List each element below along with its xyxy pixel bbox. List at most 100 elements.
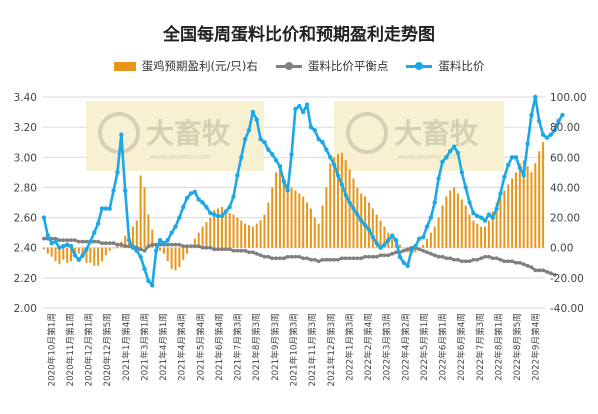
x-axis-tick: 2021年1月第4周 — [120, 313, 132, 381]
right-axis-tick: 80.00 — [550, 122, 580, 134]
ratio-point — [366, 227, 372, 232]
breakeven-point — [552, 272, 557, 277]
x-axis-tick: 2021年5月第4周 — [194, 313, 206, 381]
profit-bar — [224, 210, 227, 248]
profit-bar — [449, 190, 452, 248]
ratio-point — [289, 152, 294, 157]
breakeven-point — [421, 248, 426, 253]
profit-bar — [271, 187, 274, 248]
profit-bar — [46, 247, 49, 254]
breakeven-point — [127, 244, 131, 249]
breakeven-point — [525, 263, 530, 268]
ratio-point — [103, 206, 109, 211]
profit-bar — [476, 223, 479, 248]
legend-item-breakeven: 蛋料比价平衡点 — [275, 58, 388, 74]
ratio-point — [335, 173, 341, 178]
ratio-point — [370, 234, 376, 240]
ratio-point — [53, 239, 58, 244]
ratio-point — [490, 215, 495, 220]
breakeven-point — [378, 253, 383, 258]
breakeven-point — [405, 247, 410, 252]
ratio-point — [494, 206, 499, 211]
ratio-point — [517, 165, 523, 171]
x-axis-tick: 2022年3月第3周 — [381, 313, 393, 381]
profit-bar — [402, 247, 405, 249]
breakeven-point — [305, 256, 309, 261]
profit-bar — [325, 187, 328, 248]
breakeven-point — [274, 256, 278, 261]
breakeven-point — [301, 256, 306, 261]
breakeven-point — [401, 248, 406, 253]
ratio-point — [467, 200, 472, 205]
ratio-point — [362, 222, 368, 228]
breakeven-point — [537, 268, 542, 273]
x-axis-tick: 2021年12月第3周 — [325, 313, 337, 386]
profit-bar — [356, 187, 359, 248]
profit-bar — [89, 247, 92, 263]
breakeven-point — [173, 242, 178, 247]
ratio-point — [92, 230, 97, 235]
x-axis-tick: 2021年10月第3周 — [288, 313, 300, 386]
ratio-point — [231, 194, 236, 199]
breakeven-point — [456, 257, 460, 262]
breakeven-point — [324, 257, 329, 262]
ratio-point — [374, 240, 379, 246]
ratio-point — [355, 212, 360, 217]
breakeven-point — [517, 260, 522, 265]
right-axis-tick: 100.00 — [550, 92, 587, 104]
profit-bar — [379, 220, 382, 248]
profit-bar — [480, 226, 483, 248]
profit-bar — [255, 223, 258, 248]
profit-bar — [429, 232, 432, 248]
ratio-point — [502, 174, 507, 180]
ratio-point — [200, 200, 205, 205]
breakeven-point — [494, 256, 499, 261]
profit-bar — [507, 184, 510, 248]
breakeven-point — [339, 256, 344, 261]
breakeven-point — [347, 256, 352, 261]
chart-title: 全国每周蛋料比价和预期盈利走势图 — [163, 25, 435, 45]
ratio-point — [351, 206, 356, 211]
profit-bar — [302, 196, 305, 248]
profit-bar — [131, 226, 134, 248]
breakeven-point — [293, 254, 298, 259]
profit-bar — [414, 247, 417, 253]
ratio-point — [378, 245, 383, 250]
breakeven-point — [208, 245, 213, 250]
profit-bar — [151, 229, 154, 248]
ratio-point — [347, 200, 352, 205]
ratio-point — [339, 182, 345, 187]
breakeven-point — [386, 253, 391, 258]
profit-bar — [282, 178, 285, 248]
profit-bar — [484, 226, 487, 248]
ratio-point — [169, 230, 174, 235]
breakeven-point — [336, 257, 340, 262]
profit-bar — [178, 247, 181, 268]
breakeven-point — [239, 248, 244, 253]
profit-bar — [247, 225, 251, 248]
right-axis-tick: -20.00 — [550, 273, 584, 285]
ratio-point — [196, 197, 201, 202]
breakeven-point — [96, 239, 101, 244]
left-axis-tick: 3.20 — [14, 122, 37, 134]
ratio-point — [227, 204, 232, 210]
breakeven-point — [177, 242, 182, 247]
ratio-point — [506, 162, 511, 168]
ratio-point — [184, 195, 190, 201]
left-axis-tick: 2.40 — [14, 243, 37, 255]
breakeven-point — [367, 254, 371, 259]
breakeven-point — [448, 256, 453, 261]
legend-gray-swatch — [275, 61, 302, 71]
ratio-point — [177, 215, 182, 220]
breakeven-point — [185, 244, 189, 249]
watermark-brand: 大畜牧 — [394, 117, 479, 150]
profit-bar — [66, 247, 69, 263]
profit-bar — [104, 247, 107, 256]
ratio-point — [119, 132, 124, 137]
breakeven-point — [216, 247, 220, 252]
breakeven-point — [61, 238, 66, 243]
breakeven-point — [394, 250, 398, 255]
breakeven-point — [316, 259, 321, 264]
ratio-point — [208, 210, 213, 216]
